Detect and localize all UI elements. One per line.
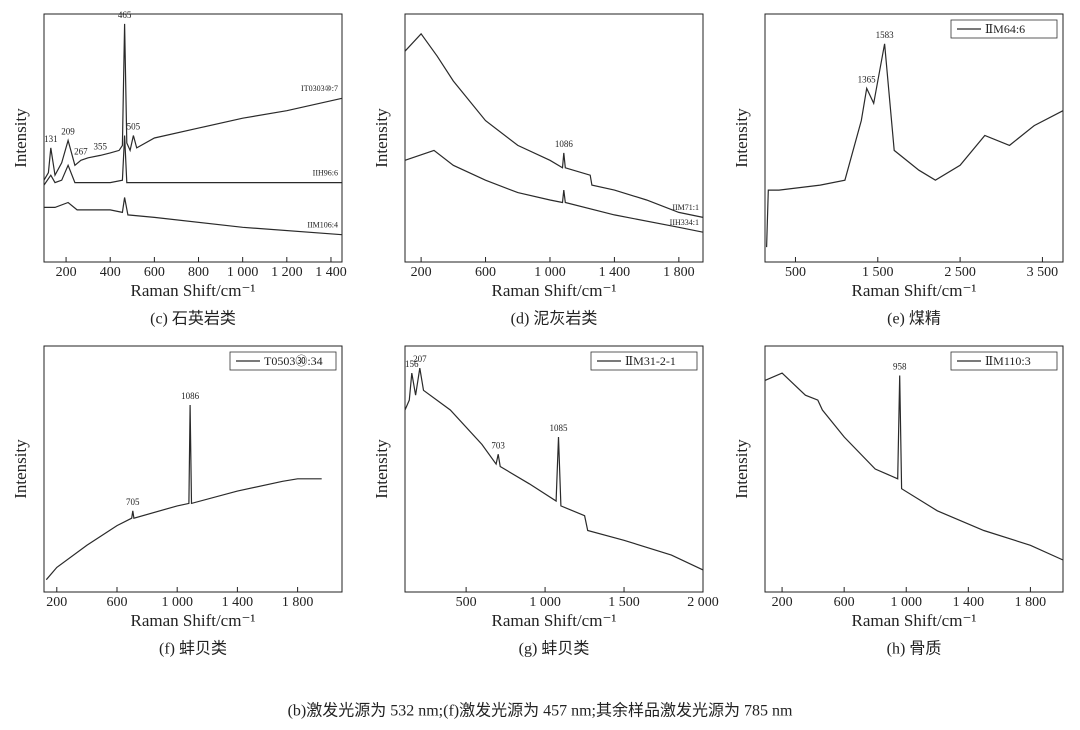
legend-box [950,19,1058,39]
x-tick-label: 200 [772,595,793,610]
x-tick-label: 200 [411,265,432,280]
panel-caption: (h) 骨质 [887,640,942,658]
legend-label: ⅡM31-2-1 [625,354,676,368]
peak-label: 1086 [181,391,200,401]
spectrum-line [766,43,1064,248]
series-label: IIM71:1 [672,203,699,212]
spectrum-line [404,368,704,571]
x-tick-label: 1 200 [271,265,303,280]
spectrum-line [43,135,342,186]
x-axis-label: Raman Shift/cm⁻¹ [130,611,255,630]
series-label: IT0303⑩:7 [301,84,338,93]
x-axis-label: Raman Shift/cm⁻¹ [851,611,976,630]
series-label: IIH96:6 [313,168,338,177]
x-tick-label: 800 [188,265,209,280]
y-axis-label: Intensity [11,439,30,499]
spectrum-line [764,372,1064,561]
x-tick-label: 2 000 [687,595,719,610]
peak-label: 1086 [555,139,574,149]
plot-frame [764,13,1064,263]
x-tick-label: 500 [785,265,806,280]
x-tick-label: 1 500 [862,265,894,280]
x-tick-label: 1 000 [890,595,922,610]
peak-label: 465 [118,10,132,20]
x-tick-label: 1 400 [315,265,347,280]
peak-label: 1085 [550,423,569,433]
legend-label: ⅡM110:3 [985,354,1031,368]
peak-label: 505 [127,122,141,132]
peak-label: 131 [44,134,58,144]
legend-box [590,351,698,371]
y-axis-label: Intensity [732,439,751,499]
plot-frame [764,345,1064,593]
peak-label: 958 [893,362,907,372]
peak-label: 355 [94,141,108,151]
spectrum-line [404,149,704,233]
plot-frame [43,13,343,263]
x-tick-label: 1 000 [529,595,561,610]
x-tick-label: 1 000 [161,595,193,610]
x-tick-label: 1 000 [227,265,259,280]
x-tick-label: 1 400 [599,265,631,280]
peak-label: 703 [491,440,505,450]
peak-label: 705 [126,497,140,507]
x-axis-label: Raman Shift/cm⁻¹ [491,281,616,300]
legend-label: ⅡM64:6 [985,22,1025,36]
x-tick-label: 1 800 [1015,595,1047,610]
peak-label: 207 [413,354,427,364]
panel-caption: (c) 石英岩类 [150,310,236,328]
plot-frame [43,345,343,593]
x-tick-label: 1 400 [953,595,985,610]
x-tick-label: 3 500 [1027,265,1059,280]
x-axis-label: Raman Shift/cm⁻¹ [491,611,616,630]
y-axis-label: Intensity [372,108,391,168]
x-tick-label: 1 800 [663,265,695,280]
x-tick-label: 1 800 [282,595,314,610]
plot-frame [404,345,704,593]
peak-label: 1365 [858,74,877,84]
series-label: IIM106:4 [307,221,338,230]
panel-caption: (g) 蚌贝类 [519,640,590,658]
y-axis-label: Intensity [732,108,751,168]
y-axis-label: Intensity [372,439,391,499]
x-tick-label: 600 [106,595,127,610]
legend-box [229,351,337,371]
x-tick-label: 1 000 [534,265,566,280]
x-axis-label: Raman Shift/cm⁻¹ [130,281,255,300]
x-tick-label: 2 500 [944,265,976,280]
x-tick-label: 600 [475,265,496,280]
x-tick-label: 1 400 [222,595,254,610]
legend-box [950,351,1058,371]
panel-caption: (e) 煤精 [887,310,941,328]
spectrum-line [43,23,343,181]
y-axis-label: Intensity [11,108,30,168]
x-tick-label: 600 [144,265,165,280]
peak-label: 209 [61,127,75,137]
x-tick-label: 400 [100,265,121,280]
spectrum-line [44,197,343,236]
x-tick-label: 500 [456,595,477,610]
x-tick-label: 1 500 [608,595,640,610]
x-tick-label: 600 [834,595,855,610]
x-axis-label: Raman Shift/cm⁻¹ [851,281,976,300]
series-label: IIH334:1 [670,218,699,227]
spectrum-line [404,32,704,218]
spectrum-line [45,404,322,581]
peak-label: 1583 [876,30,895,40]
plot-frame [404,13,704,263]
panel-caption: (d) 泥灰岩类 [511,310,598,328]
panel-caption: (f) 蚌贝类 [159,640,227,658]
legend-label: T0503㉚:34 [264,354,323,368]
peak-label: 156 [405,359,419,369]
peak-label: 267 [74,146,88,156]
x-tick-label: 200 [56,265,77,280]
x-tick-label: 200 [46,595,67,610]
footnote: (b)激发光源为 532 nm;(f)激发光源为 457 nm;其余样品激发光源… [288,701,793,720]
